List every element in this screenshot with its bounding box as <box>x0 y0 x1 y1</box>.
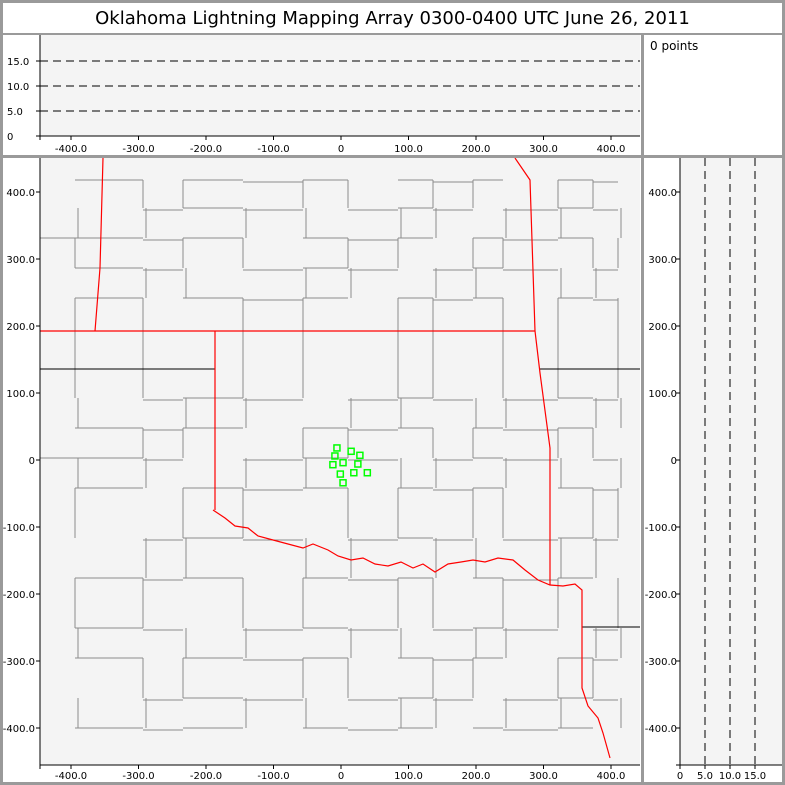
y-tick-label: 200.0 <box>648 322 677 333</box>
lma-stations <box>329 444 372 487</box>
y-altitude-plot: 0 5.0 10.0 15.0 -400.0 -300.0 -200.0 -100.0 0 100… <box>645 158 782 782</box>
y-tick-label: -200.0 <box>3 590 35 601</box>
y-tick-label: -400.0 <box>3 724 35 735</box>
x-tick-label: 400.0 <box>597 771 626 782</box>
y-tick-label: 400.0 <box>6 188 35 199</box>
altitude-tick-label: 10.0 <box>719 771 741 782</box>
x-tick-label: 0 <box>338 144 344 155</box>
station-marker <box>339 479 347 487</box>
station-marker <box>350 468 358 477</box>
station-marker <box>354 460 362 468</box>
y-tick-label: 400.0 <box>648 188 677 199</box>
y-tick-label: 300.0 <box>6 255 35 266</box>
y-tick-label: 0 <box>29 456 35 467</box>
altitude-tick-label: 0 <box>7 132 13 143</box>
plot-title: Oklahoma Lightning Mapping Array 0300-04… <box>3 3 782 33</box>
state-borders-red <box>40 158 611 759</box>
x-tick-label: -400.0 <box>55 144 87 155</box>
station-marker <box>347 447 355 456</box>
station-marker <box>329 460 337 469</box>
x-tick-label: -200.0 <box>190 771 222 782</box>
altitude-tick-label: 5.0 <box>697 771 713 782</box>
x-tick-label: 100.0 <box>394 144 423 155</box>
y-tick-label: 0 <box>671 456 677 467</box>
altitude-tick-label: 15.0 <box>7 57 29 68</box>
x-tick-label: 100.0 <box>394 771 423 782</box>
x-tick-label: 300.0 <box>529 144 558 155</box>
y-tick-label: 100.0 <box>6 389 35 400</box>
station-marker <box>333 444 341 452</box>
y-tick-label: -100.0 <box>645 523 677 534</box>
x-tick-label: -100.0 <box>257 144 289 155</box>
y-tick-label: -300.0 <box>3 657 35 668</box>
station-marker <box>336 470 345 478</box>
y-tick-label: -400.0 <box>645 724 677 735</box>
x-tick-label: 400.0 <box>597 144 626 155</box>
x-tick-label: -200.0 <box>190 144 222 155</box>
altitude-tick-label: 15.0 <box>744 771 766 782</box>
county-borders <box>40 179 622 731</box>
y-tick-label: 200.0 <box>6 322 35 333</box>
station-marker <box>363 468 372 477</box>
altitude-tick-label: 0 <box>677 771 683 782</box>
altitude-tick-label: 10.0 <box>7 82 29 93</box>
x-tick-label: 0 <box>338 771 344 782</box>
y-tick-label: -300.0 <box>645 657 677 668</box>
station-marker <box>331 452 339 460</box>
station-marker <box>339 458 347 467</box>
y-tick-label: -100.0 <box>3 523 35 534</box>
x-tick-label: -300.0 <box>122 144 154 155</box>
x-tick-label: 300.0 <box>529 771 558 782</box>
x-tick-label: 200.0 <box>462 771 491 782</box>
plan-view-map-panel: -400.0 -300.0 -200.0 -100.0 0 100.0 200.0 300.0… <box>3 158 641 782</box>
station-marker <box>356 451 364 460</box>
altitude-tick-label: 5.0 <box>7 107 23 118</box>
plan-view-map: -400.0 -300.0 -200.0 -100.0 0 100.0 200.0 300.0… <box>3 158 640 782</box>
y-tick-label: 300.0 <box>648 255 677 266</box>
point-count: 0 points <box>650 39 699 53</box>
altitude-plot-background <box>680 158 782 765</box>
altitude-vs-x-panel: 0 5.0 10.0 15.0 -400.0 -300.0 -200.0 -100.0 0 100… <box>3 35 641 155</box>
y-vs-altitude-panel: 0 5.0 10.0 15.0 -400.0 -300.0 -200.0 -100.0 0 100… <box>644 158 782 782</box>
point-count-panel: 0 points <box>644 35 782 155</box>
altitude-x-plot: 0 5.0 10.0 15.0 -400.0 -300.0 -200.0 -100.0 0 100… <box>7 35 640 155</box>
y-tick-label: 100.0 <box>648 389 677 400</box>
x-tick-label: 200.0 <box>462 144 491 155</box>
x-tick-label: -400.0 <box>55 771 87 782</box>
y-tick-label: -200.0 <box>645 590 677 601</box>
x-tick-label: -300.0 <box>122 771 154 782</box>
x-tick-label: -100.0 <box>257 771 289 782</box>
